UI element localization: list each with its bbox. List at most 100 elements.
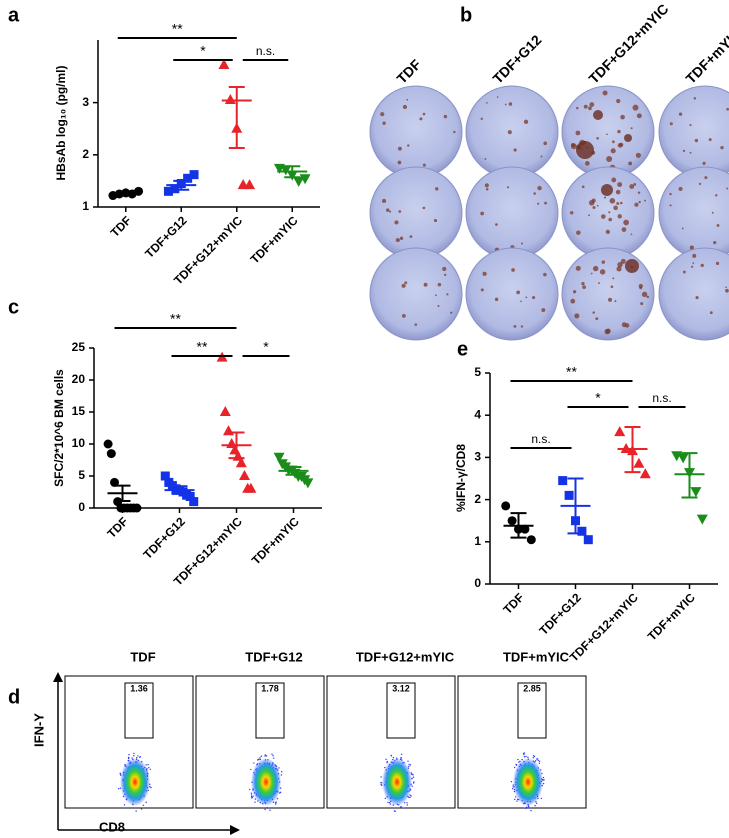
x-tick-label: TDF <box>104 514 130 540</box>
column-header: TDF <box>393 56 424 87</box>
well <box>465 247 559 341</box>
large-spot <box>576 141 594 159</box>
large-spot <box>593 110 603 120</box>
x-tick-label: TDF+mYIC <box>249 514 302 567</box>
event <box>525 806 528 808</box>
event <box>543 779 545 781</box>
spot <box>520 325 524 328</box>
event <box>264 755 266 757</box>
data-point <box>577 526 587 536</box>
spot <box>569 211 574 215</box>
significance-label: * <box>200 43 206 59</box>
significance-label: n.s. <box>652 391 671 405</box>
significance-label: * <box>595 390 601 406</box>
event <box>250 768 252 771</box>
data-point <box>103 439 113 449</box>
spot <box>633 183 637 186</box>
spot <box>433 218 438 223</box>
event <box>413 781 415 783</box>
gate <box>386 682 416 739</box>
event <box>139 756 142 758</box>
data-point <box>244 179 256 190</box>
spot <box>583 104 588 109</box>
spot <box>603 196 607 199</box>
spot <box>725 288 729 293</box>
spot <box>570 298 576 304</box>
well <box>465 85 559 179</box>
event <box>140 808 143 810</box>
event <box>133 752 135 755</box>
spot <box>382 121 386 125</box>
event <box>406 802 408 804</box>
event <box>525 755 527 758</box>
spot <box>615 189 621 195</box>
error-bar <box>228 431 245 460</box>
spot <box>708 138 712 142</box>
event <box>409 794 411 796</box>
well <box>658 166 729 260</box>
data-point <box>163 186 173 196</box>
spot <box>592 311 595 314</box>
data-point <box>639 468 651 479</box>
error-bar <box>171 485 188 495</box>
y-tick-label: 3 <box>82 95 89 109</box>
spot <box>619 142 624 147</box>
gate-value: 1.78 <box>261 683 279 693</box>
spot <box>726 187 729 190</box>
data-point <box>302 478 314 489</box>
spot <box>613 205 618 211</box>
event <box>540 797 543 800</box>
event <box>149 768 152 771</box>
event <box>534 804 536 807</box>
gate-value: 2.85 <box>523 683 541 693</box>
panel-label: a <box>8 4 20 26</box>
density <box>513 758 543 806</box>
panel-label: d <box>8 686 20 708</box>
event <box>135 810 137 812</box>
event <box>142 804 145 807</box>
spot <box>669 122 673 126</box>
large-spot <box>601 184 613 196</box>
spot <box>406 98 409 101</box>
spot <box>484 157 487 160</box>
spot <box>482 271 487 276</box>
spot <box>419 117 423 121</box>
data-point <box>235 457 247 468</box>
panel-label: b <box>460 4 472 26</box>
well <box>658 247 729 341</box>
x-tick-label: TDF <box>108 213 134 239</box>
spot <box>541 308 546 312</box>
event <box>269 809 271 811</box>
event <box>273 757 275 759</box>
spot <box>450 311 453 314</box>
flow-x-label: CD8 <box>99 819 125 834</box>
spot <box>713 241 717 245</box>
spot <box>636 113 642 119</box>
error-bar <box>117 190 134 196</box>
spot <box>443 114 448 119</box>
column-header: TDF+G12+mYIC <box>585 1 671 87</box>
spot <box>521 242 524 245</box>
error-bar <box>285 466 302 476</box>
spot <box>496 96 499 98</box>
event <box>408 763 410 766</box>
spot <box>726 107 729 111</box>
spot <box>575 265 581 271</box>
event <box>385 758 387 761</box>
data-point <box>245 482 257 493</box>
event <box>390 755 393 757</box>
spot <box>612 277 615 280</box>
x-tick-label: TDF <box>500 590 526 616</box>
event <box>145 801 147 803</box>
event <box>133 755 135 757</box>
spot <box>620 114 625 120</box>
event <box>406 804 408 806</box>
y-axis-label: HBsAb log₁₀ (pg/ml) <box>54 65 68 180</box>
event <box>535 802 538 804</box>
spot <box>629 184 635 189</box>
spot <box>704 176 708 180</box>
spot <box>682 270 686 274</box>
spot <box>484 183 489 188</box>
event <box>537 759 539 762</box>
spot <box>395 237 400 243</box>
